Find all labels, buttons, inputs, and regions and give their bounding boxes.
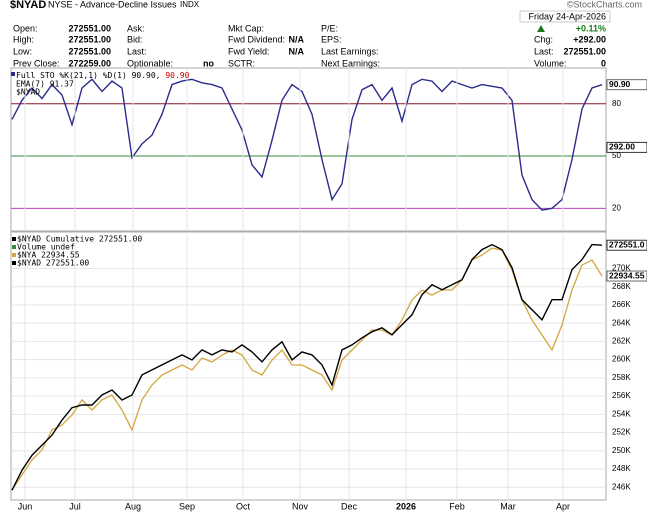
y-tick-label: 254K xyxy=(612,409,631,418)
legend-entry: $NYAD 272551.00 xyxy=(17,259,89,268)
x-tick-label: Apr xyxy=(556,501,570,511)
symbol: $NYAD xyxy=(10,0,46,11)
y-tick-label: 270K xyxy=(612,264,631,273)
y-tick-label: 264K xyxy=(612,318,631,327)
legend-swatch xyxy=(12,253,16,257)
field-label: P/E: xyxy=(321,23,338,33)
field-label: Fwd Yield: xyxy=(228,46,270,56)
last-value-label: 90.90 xyxy=(609,79,631,89)
last-value-label: 292.00 xyxy=(609,142,635,152)
field-label: Bid: xyxy=(127,34,143,44)
legend-entry: $NYAD Cumulative 272551.00 xyxy=(17,235,142,244)
field-label: Open: xyxy=(13,23,38,33)
x-tick-label: Jul xyxy=(69,501,81,511)
legend-swatch xyxy=(12,237,16,241)
up-arrow xyxy=(537,25,545,32)
date: Friday 24-Apr-2026 xyxy=(528,11,606,21)
field-label: Chg: xyxy=(534,34,553,44)
legend-entry: $NYA 22934.55 xyxy=(17,251,80,260)
field-label: Optionable: xyxy=(127,58,173,68)
x-tick-label: Feb xyxy=(449,501,465,511)
field-label: SCTR: xyxy=(228,58,255,68)
x-tick-label: 2026 xyxy=(396,501,416,511)
y-tick-label: 262K xyxy=(612,336,631,345)
legend-swatch xyxy=(12,245,16,249)
exchange: INDX xyxy=(180,0,200,9)
field-value: +292.00 xyxy=(573,34,606,44)
field-label: Low: xyxy=(13,46,32,56)
change-pct: +0.11% xyxy=(576,23,606,33)
field-label: Next Earnings: xyxy=(321,58,380,68)
field-value: N/A xyxy=(289,34,305,44)
x-tick-label: Oct xyxy=(236,501,251,511)
field-label: Last Earnings: xyxy=(321,46,379,56)
field-label: Mkt Cap: xyxy=(228,23,264,33)
field-value: no xyxy=(203,58,214,68)
legend-entry: $NYAD xyxy=(16,88,40,97)
field-value: 272551.00 xyxy=(68,46,111,56)
legend-name: Full STO %K(21,1) %D(1) 90.90, xyxy=(16,71,165,80)
y-tick-label: 80 xyxy=(612,99,621,108)
x-tick-label: Nov xyxy=(292,501,309,511)
x-tick-label: Sep xyxy=(179,501,195,511)
last-value-box xyxy=(606,270,647,282)
panel-top xyxy=(10,67,607,232)
y-tick-label: 250K xyxy=(612,446,631,455)
y-tick-label: 266K xyxy=(612,300,631,309)
field-value: N/A xyxy=(289,46,305,56)
field-label: Last: xyxy=(127,46,147,56)
last-value-box xyxy=(606,79,647,91)
field-value: 272551.00 xyxy=(68,23,111,33)
y-tick-label: 252K xyxy=(612,428,631,437)
legend-swatch xyxy=(11,72,15,76)
y-tick-label: 246K xyxy=(612,482,631,491)
legend-entry: Full STO %K(21,1) %D(1) 90.90, 90.90 xyxy=(16,71,190,80)
legend-name-extra: 90.90 xyxy=(165,71,189,80)
x-tick-label: Dec xyxy=(341,501,358,511)
field-label: Volume: xyxy=(534,58,567,68)
x-tick-label: Aug xyxy=(125,501,141,511)
field-label: High: xyxy=(13,34,34,44)
y-tick-label: 50 xyxy=(612,151,621,160)
field-value: 272551.00 xyxy=(68,34,111,44)
series-line xyxy=(11,78,603,211)
legend-swatch xyxy=(12,261,16,265)
x-tick-label: Jun xyxy=(18,501,33,511)
date-box xyxy=(519,10,611,23)
y-tick-label: 20 xyxy=(612,203,621,212)
source: ©StockCharts.com xyxy=(567,0,642,9)
field-label: Prev Close: xyxy=(13,58,60,68)
last-value-box xyxy=(606,239,647,251)
legend-entry: EMA(7) 91.37 xyxy=(16,80,74,89)
x-tick-label: Mar xyxy=(500,501,516,511)
field-value: 272551.00 xyxy=(563,46,606,56)
field-label: Ask: xyxy=(127,23,145,33)
panel-bottom xyxy=(10,231,607,501)
y-tick-label: 256K xyxy=(612,391,631,400)
field-label: Last: xyxy=(534,46,554,56)
last-value-label: 272551.0 xyxy=(609,239,645,249)
series-line xyxy=(11,243,603,491)
legend-entry: Volume undef xyxy=(17,243,75,252)
y-tick-label: 260K xyxy=(612,355,631,364)
field-value: 272259.00 xyxy=(68,58,111,68)
series-line xyxy=(11,247,603,491)
y-tick-label: 248K xyxy=(612,464,631,473)
field-label: EPS: xyxy=(321,34,342,44)
field-value: 0 xyxy=(601,58,606,68)
y-tick-label: 268K xyxy=(612,282,631,291)
y-tick-label: 258K xyxy=(612,373,631,382)
symbol-name: NYSE - Advance-Decline Issues xyxy=(48,0,177,9)
last-value-box xyxy=(606,141,647,153)
field-label: Fwd Dividend: xyxy=(228,34,285,44)
last-value-label: 22934.55 xyxy=(609,270,645,280)
